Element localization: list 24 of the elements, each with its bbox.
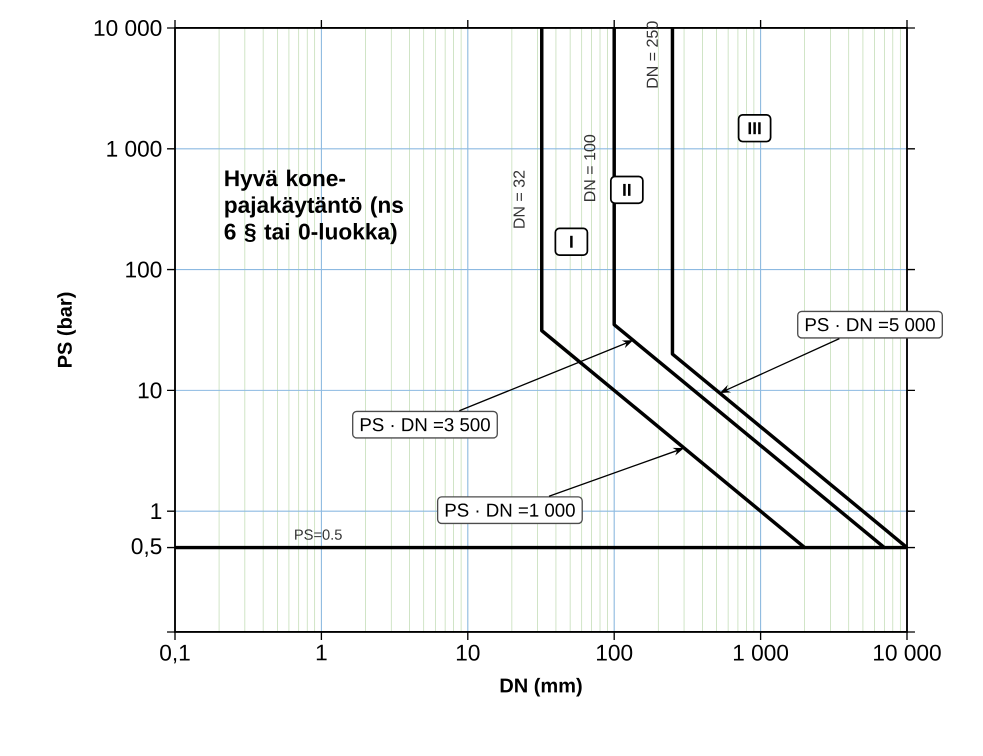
x-tick-label: 1 000 <box>734 644 788 661</box>
x-tick-label: 10 <box>456 644 480 661</box>
text: DN = 32 <box>513 170 525 228</box>
x-tick-label: 0,1 <box>160 644 190 664</box>
annotation: III <box>748 122 761 134</box>
y-tick-label: 1 <box>151 503 162 519</box>
y-axis-title: PS (bar) <box>57 292 76 367</box>
text: DN = 250 <box>646 21 658 88</box>
annotation: I <box>570 236 573 248</box>
x-tick-label: 10 000 <box>874 644 941 661</box>
annotation: II <box>623 184 631 196</box>
annotation: Hyvä kone-pajakäytäntö (ns 6 § tai 0-luokka) <box>224 170 403 244</box>
x-tick-label: 1 <box>316 644 327 660</box>
annotation: PS · DN =3 500 <box>360 418 490 432</box>
x-tick-label: 100 <box>597 644 632 661</box>
y-tick-label: 1 000 <box>107 140 162 157</box>
annotation: PS · DN =1 000 <box>446 504 575 517</box>
y-tick-label: 100 <box>126 262 162 278</box>
x-axis-title: DN (mm) <box>500 678 582 697</box>
y-tick-label: 10 000 <box>94 20 162 36</box>
text: DN = 100 <box>584 134 596 201</box>
y-tick-label: 10 <box>138 382 162 398</box>
y-tick-label: 0,5 <box>132 538 162 557</box>
annotation: PS · DN =5 000 <box>806 318 935 332</box>
